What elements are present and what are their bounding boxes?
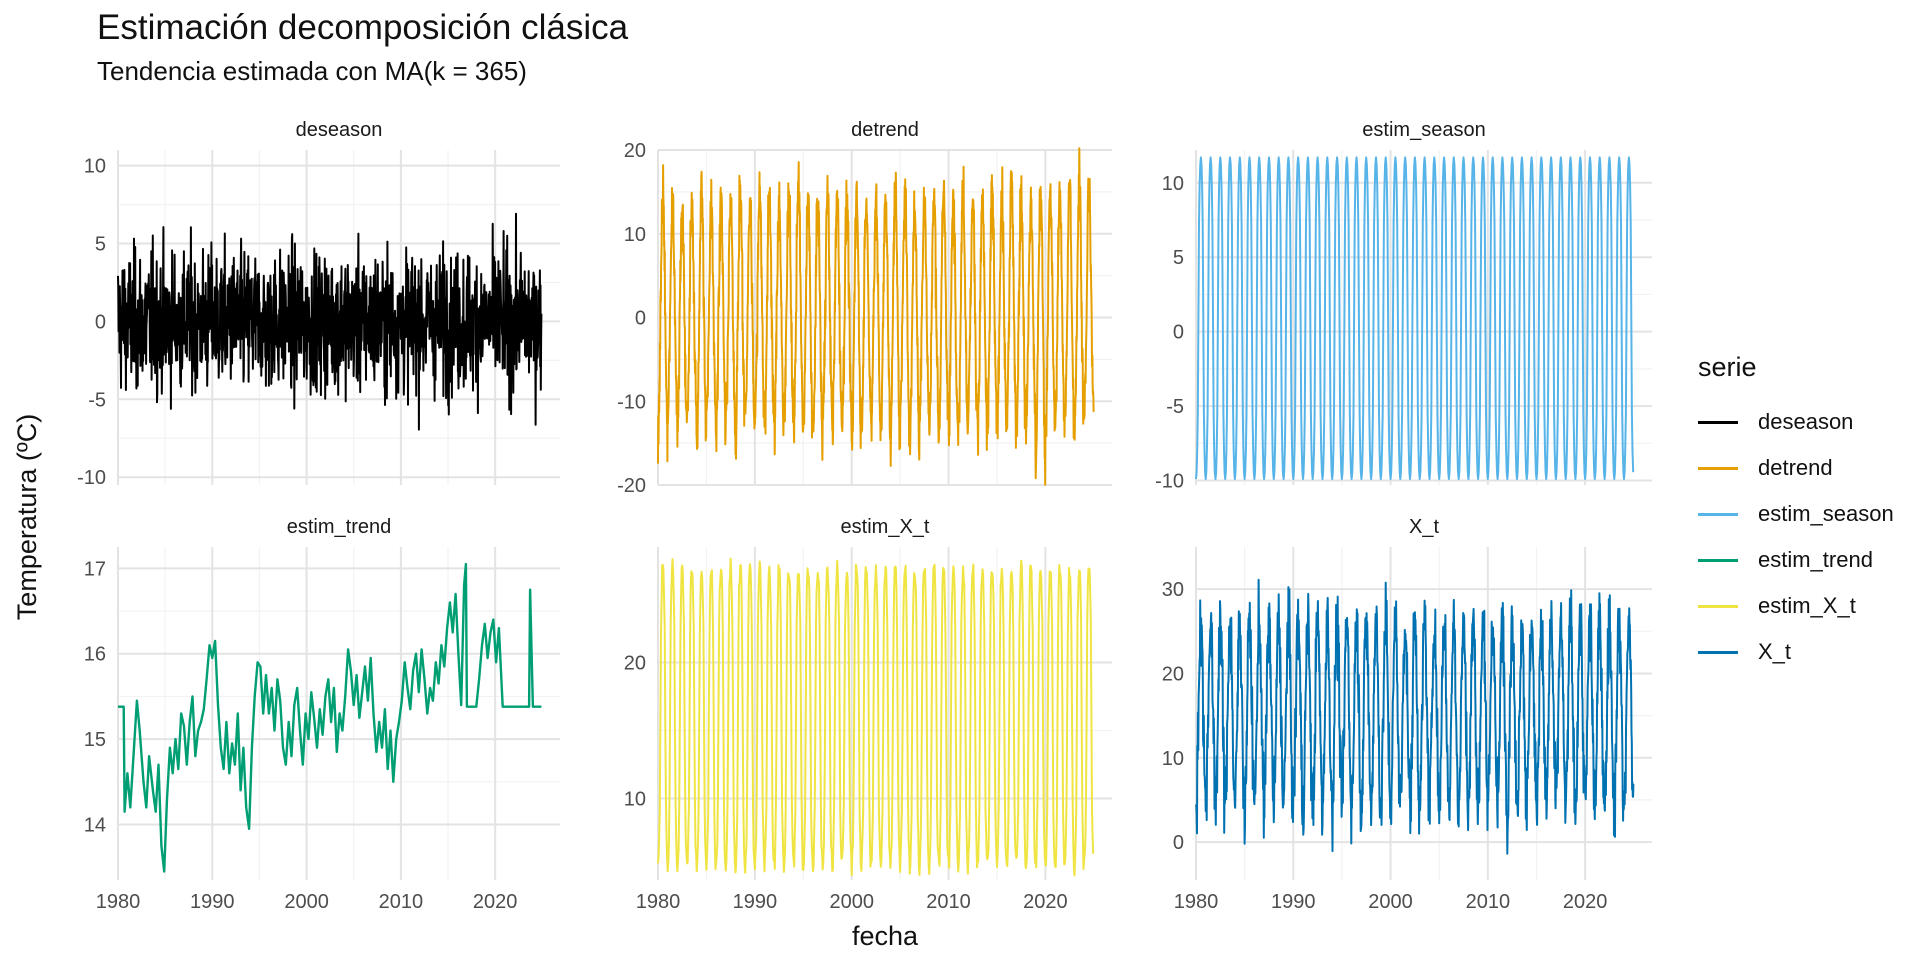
y-tick-label: 10 bbox=[1162, 748, 1184, 770]
y-tick-label: 17 bbox=[84, 558, 106, 580]
x-tick-label: 2010 bbox=[1466, 891, 1511, 913]
legend-label: detrend bbox=[1758, 455, 1833, 480]
x-tick-label: 1990 bbox=[1271, 891, 1316, 913]
y-tick-label: 15 bbox=[84, 729, 106, 751]
chart-subtitle: Tendencia estimada con MA(k = 365) bbox=[97, 56, 527, 86]
legend-label: estim_season bbox=[1758, 501, 1894, 526]
chart-title: Estimación decomposición clásica bbox=[97, 8, 629, 47]
y-tick-label: -5 bbox=[88, 389, 106, 411]
legend-label: X_t bbox=[1758, 639, 1792, 664]
y-tick-label: 30 bbox=[1162, 579, 1184, 601]
legend-label: deseason bbox=[1758, 409, 1854, 434]
legend-key bbox=[1698, 558, 1738, 562]
y-tick-label: 5 bbox=[1173, 247, 1184, 269]
y-tick-label: 10 bbox=[84, 156, 106, 178]
legend-item: estim_season bbox=[1698, 501, 1894, 526]
facet-strip-label: estim_season bbox=[1362, 119, 1485, 141]
series-line-estim_X_t bbox=[657, 557, 1095, 877]
x-axis-title: fecha bbox=[852, 921, 919, 951]
y-tick-label: -20 bbox=[617, 475, 646, 497]
legend-label: estim_X_t bbox=[1758, 593, 1856, 618]
y-tick-label: -10 bbox=[1155, 471, 1184, 493]
panel-deseason: -10 -5 0 5 10 deseason bbox=[77, 119, 560, 489]
x-tick-label: 2000 bbox=[1368, 891, 1413, 913]
x-tick-label: 2020 bbox=[1563, 891, 1608, 913]
x-tick-label: 2010 bbox=[379, 891, 424, 913]
facet-strip-label: estim_X_t bbox=[841, 516, 930, 538]
legend-key bbox=[1698, 420, 1738, 424]
y-tick-label: 10 bbox=[624, 788, 646, 810]
series-line-deseason bbox=[117, 212, 543, 431]
y-tick-label: 5 bbox=[95, 233, 106, 255]
panel-estim_season: -10 -5 0 5 10 estim_season bbox=[1155, 119, 1652, 493]
y-tick-label: 20 bbox=[624, 653, 646, 675]
y-tick-label: 16 bbox=[84, 644, 106, 666]
legend-item: estim_trend bbox=[1698, 547, 1873, 572]
panel-estim_X_t: 10 20 1980 1990 2000 2010 2020 estim_X_t bbox=[624, 516, 1112, 913]
facet-strip-label: X_t bbox=[1409, 516, 1439, 538]
legend-title: serie bbox=[1698, 352, 1757, 382]
y-tick-label: -10 bbox=[617, 391, 646, 413]
legend-item: detrend bbox=[1698, 455, 1833, 480]
series-line-estim_trend bbox=[118, 562, 542, 873]
x-tick-label: 2000 bbox=[829, 891, 874, 913]
legend-item: X_t bbox=[1698, 639, 1792, 664]
x-tick-label: 1980 bbox=[96, 891, 141, 913]
y-axis-title: Temperatura (ºC) bbox=[12, 414, 42, 620]
series-line-detrend bbox=[657, 147, 1095, 486]
x-tick-label: 1980 bbox=[1174, 891, 1219, 913]
legend-item: deseason bbox=[1698, 409, 1854, 434]
series-line-X_t bbox=[1195, 578, 1635, 855]
x-tick-label: 2010 bbox=[926, 891, 971, 913]
panel-X_t: 0 10 20 30 1980 1990 2000 2010 2020 X_t bbox=[1162, 516, 1652, 913]
y-tick-label: -10 bbox=[77, 467, 106, 489]
legend-key bbox=[1698, 466, 1738, 470]
series-line-estim_season bbox=[1195, 156, 1635, 480]
y-tick-label: 20 bbox=[1162, 663, 1184, 685]
legend-key bbox=[1698, 650, 1738, 654]
y-tick-label: 0 bbox=[1173, 832, 1184, 854]
facet-strip-label: deseason bbox=[296, 119, 383, 141]
y-tick-label: 14 bbox=[84, 815, 106, 837]
legend-key bbox=[1698, 512, 1738, 516]
legend-label: estim_trend bbox=[1758, 547, 1873, 572]
x-tick-label: 1990 bbox=[733, 891, 778, 913]
x-tick-label: 2000 bbox=[284, 891, 329, 913]
y-tick-label: 0 bbox=[635, 308, 646, 330]
y-tick-label: 0 bbox=[1173, 322, 1184, 344]
x-tick-label: 1990 bbox=[190, 891, 235, 913]
y-tick-label: 20 bbox=[624, 140, 646, 162]
y-tick-label: 0 bbox=[95, 311, 106, 333]
y-tick-label: -5 bbox=[1166, 396, 1184, 418]
panel-detrend: -20 -10 0 10 20 detrend bbox=[617, 119, 1112, 497]
y-tick-label: 10 bbox=[1162, 173, 1184, 195]
x-tick-label: 2020 bbox=[473, 891, 518, 913]
x-tick-label: 2020 bbox=[1023, 891, 1068, 913]
facet-strip-label: estim_trend bbox=[287, 516, 392, 538]
legend-key bbox=[1698, 604, 1738, 608]
legend-item: estim_X_t bbox=[1698, 593, 1856, 618]
x-tick-label: 1980 bbox=[636, 891, 681, 913]
facet-strip-label: detrend bbox=[851, 119, 919, 141]
panel-estim_trend: 14 15 16 17 1980 1990 2000 2010 2020 estim_trend bbox=[84, 516, 560, 913]
y-tick-label: 10 bbox=[624, 224, 646, 246]
